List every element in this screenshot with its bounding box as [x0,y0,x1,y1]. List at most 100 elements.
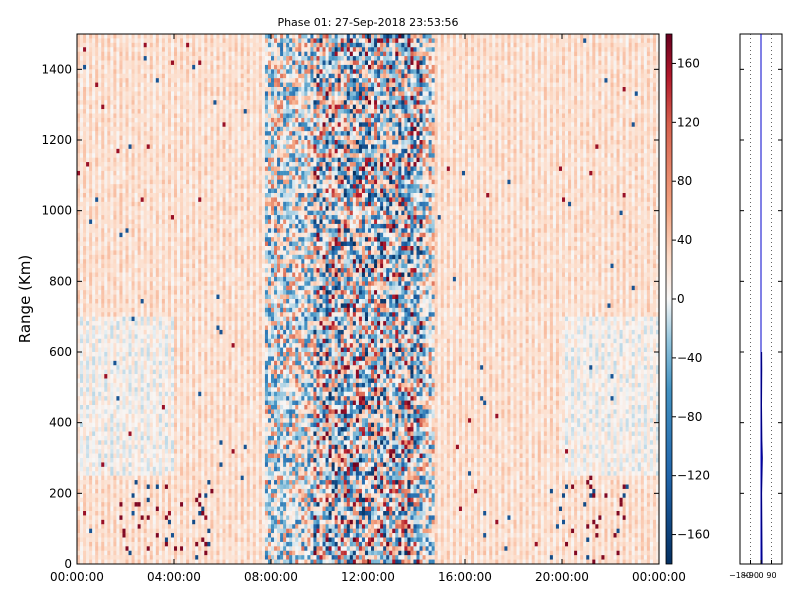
heatmap-cell [192,347,196,353]
heatmap-cell [195,95,199,101]
heatmap-cell [113,484,117,490]
heatmap-cell [107,131,111,136]
heatmap-cell [98,95,102,101]
heatmap-cell [83,64,87,70]
heatmap-cell [131,524,135,529]
heatmap-cell [174,87,178,92]
heatmap-cell [113,157,117,163]
heatmap-cell [152,356,157,362]
heatmap-cell [80,259,84,264]
heatmap-cell [167,413,172,419]
heatmap-cell [161,405,166,410]
heatmap-cell [101,175,105,180]
heatmap-cell [174,299,178,304]
heatmap-cell [167,352,172,357]
heatmap-cell [174,162,178,167]
heatmap-cell [113,444,117,450]
heatmap-cell [201,184,205,189]
heatmap-cell [170,418,175,423]
heatmap-cell [86,290,90,295]
heatmap-cell [155,382,160,388]
heatmap-cell [155,175,160,180]
heatmap-cell [192,329,196,335]
heatmap-cell [101,268,105,273]
heatmap-cell [189,422,193,428]
heatmap-cell [92,515,96,521]
heatmap-cell [107,166,111,172]
heatmap-cell [131,42,135,48]
heatmap-cell [86,303,90,309]
heatmap-cell [170,179,175,185]
heatmap-cell [180,427,184,432]
heatmap-cell [116,285,120,291]
heatmap-cell [107,42,111,48]
heatmap-cell [101,82,105,88]
heatmap-cell [137,546,141,551]
heatmap-cell [167,290,172,295]
heatmap-cell [158,263,163,269]
heatmap-cell [174,193,178,198]
heatmap-cell [134,515,138,521]
heatmap-cell [167,223,172,229]
heatmap-cell [83,254,87,260]
heatmap-cell [134,259,138,264]
heatmap-cell [92,307,96,313]
heatmap-cell [80,104,84,110]
heatmap-cell [116,201,120,207]
heatmap-cell [183,184,187,189]
heatmap-cell [80,228,84,233]
heatmap-cell [95,329,99,335]
heatmap-cell [95,444,99,450]
heatmap-cell [134,537,138,543]
heatmap-cell [116,325,120,331]
heatmap-cell [149,343,153,348]
heatmap-cell [174,396,178,401]
heatmap-cell [113,166,117,172]
heatmap-cell [143,188,147,194]
heatmap-cell [116,506,120,512]
heatmap-cell [116,405,120,410]
heatmap-cell [137,215,141,220]
heatmap-cell [161,502,166,507]
heatmap-cell [128,453,132,459]
heatmap-cell [174,285,178,291]
heatmap-cell [125,307,129,313]
heatmap-cell [170,488,175,494]
heatmap-cell [86,144,90,150]
heatmap-cell [161,462,166,468]
heatmap-cell [180,307,184,313]
heatmap-cell [192,343,196,348]
heatmap-cell [177,135,181,141]
heatmap-cell [192,64,196,70]
heatmap-cell [116,299,120,304]
heatmap-cell [134,352,138,357]
heatmap-cell [174,144,178,150]
heatmap-cell [104,449,108,454]
heatmap-cell [195,374,199,379]
heatmap-cell [177,109,181,114]
heatmap-cell [107,515,111,521]
heatmap-cell [149,519,153,525]
heatmap-cell [158,316,163,322]
heatmap-cell [155,126,160,132]
heatmap-cell [146,435,150,441]
heatmap-cell [198,303,202,309]
heatmap-cell [152,449,157,454]
heatmap-cell [201,268,205,273]
heatmap-cell [164,285,169,291]
heatmap-cell [137,334,141,339]
heatmap-cell [110,444,114,450]
heatmap-cell [83,312,87,317]
heatmap-cell [198,51,202,57]
heatmap-cell [183,475,187,481]
heatmap-cell [95,64,99,70]
heatmap-cell [110,87,114,92]
heatmap-cell [77,360,81,366]
heatmap-cell [170,113,175,119]
heatmap-cell [155,87,160,92]
heatmap-cell [86,325,90,331]
heatmap-cell [195,276,199,282]
heatmap-cell [140,175,144,180]
heatmap-cell [192,466,196,472]
heatmap-cell [143,533,147,538]
